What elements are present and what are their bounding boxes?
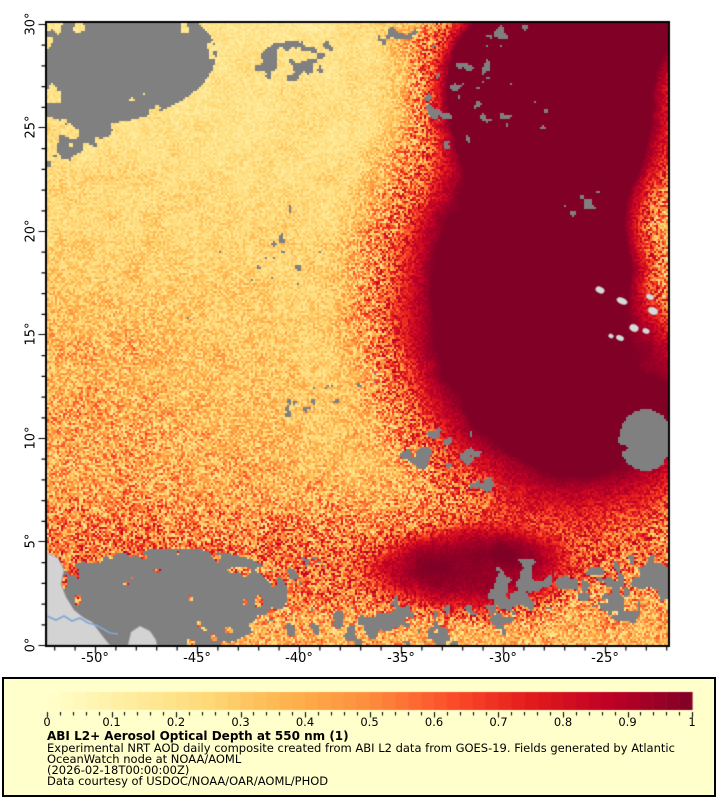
colorbar-tick-label: 0.2 — [166, 715, 186, 729]
legend-description-line2: OceanWatch node at NOAA/AOML — [47, 752, 242, 766]
legend-credit: Data courtesy of USDOC/NOAA/OAR/AOML/PHO… — [47, 774, 329, 788]
colorbar-tick-label: 0.9 — [618, 715, 637, 729]
legend-panel: 0 0.1 0.2 0.3 0.4 0.5 0.6 0.7 0.8 0.9 1 ABI L2+ Ae… — [2, 677, 716, 797]
colorbar-tick-label: 0 — [43, 715, 51, 729]
colorbar-tick-label: 0.8 — [553, 715, 573, 729]
legend-title: ABI L2+ Aerosol Optical Depth at 550 nm … — [47, 729, 349, 743]
colorbar-tick-label: 0.1 — [102, 715, 121, 729]
colorbar — [4, 679, 714, 725]
aod-map-canvas — [0, 0, 720, 672]
colorbar-tick-label: 0.5 — [360, 715, 379, 729]
colorbar-tick-label: 0.7 — [489, 715, 508, 729]
colorbar-tick-label: 0.3 — [231, 715, 250, 729]
colorbar-tick-label: 0.6 — [424, 715, 444, 729]
colorbar-tick-label: 1 — [688, 715, 696, 729]
colorbar-tick-label: 0.4 — [295, 715, 315, 729]
legend-description-line1: Experimental NRT AOD daily composite cre… — [47, 741, 675, 755]
legend-timestamp: (2026-02-18T00:00:00Z) — [47, 763, 190, 777]
